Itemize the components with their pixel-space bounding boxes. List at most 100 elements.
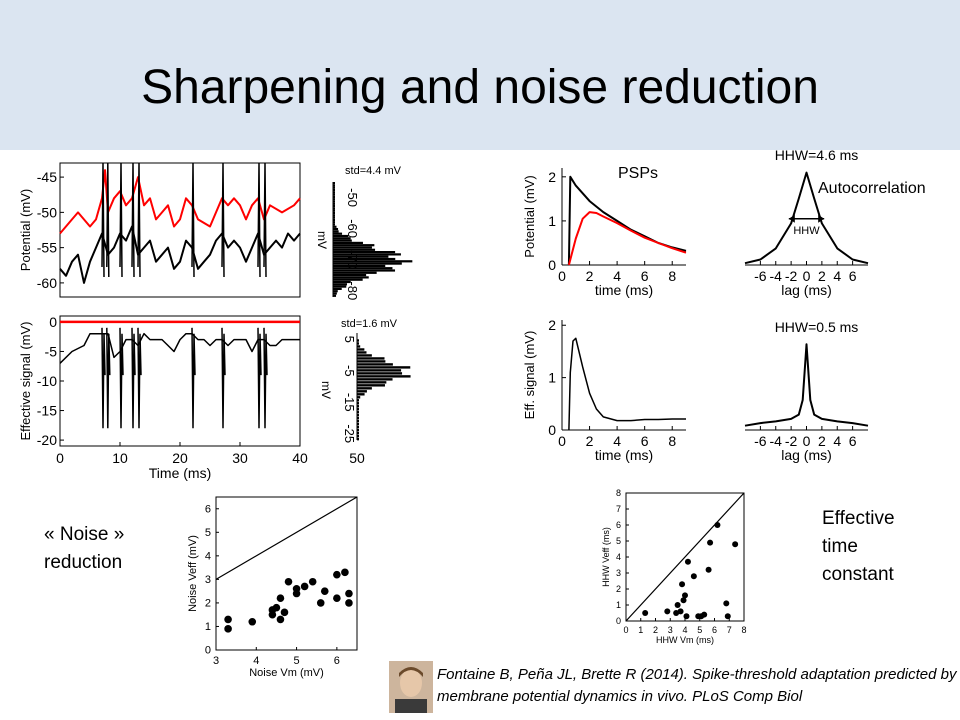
noise-scatter-xtick-label: 5 bbox=[294, 655, 300, 667]
panel-a-hist-bar bbox=[333, 230, 339, 233]
noise-scatter-point bbox=[276, 594, 285, 603]
panel-b-hist-bar bbox=[357, 375, 411, 378]
panel-b-spike bbox=[131, 327, 136, 429]
hhw-scatter-point bbox=[683, 613, 690, 620]
panel-b-hist-bar bbox=[357, 372, 403, 375]
autocorr1-panel-title: HHW=4.6 ms bbox=[775, 147, 859, 163]
panel-b-hist-bar bbox=[357, 423, 359, 426]
psps-panel-trace-0 bbox=[567, 175, 687, 266]
panel-a-hist-bar bbox=[333, 223, 335, 226]
panel-b-hist-bar bbox=[357, 437, 359, 441]
panel-b-hist-bar bbox=[357, 369, 402, 372]
psps-label: PSPs bbox=[618, 165, 659, 182]
panel-b-spike bbox=[119, 327, 124, 429]
panel-b-spike bbox=[137, 327, 142, 429]
panel-a-spike bbox=[137, 162, 141, 278]
noise-scatter-xtick-label: 4 bbox=[253, 655, 259, 667]
noise-scatter-point bbox=[292, 585, 301, 593]
noise-scatter-point bbox=[316, 599, 325, 607]
autocorr1-panel-trace-0 bbox=[744, 171, 869, 265]
panel-b-hist-bar bbox=[357, 399, 359, 402]
panel-a-ytick-label: -55 bbox=[37, 240, 57, 256]
hhw-scatter-xtick-label: 1 bbox=[638, 625, 643, 635]
panel-b-hist-xlabel: mV bbox=[319, 381, 333, 399]
hhw-scatter-ylabel: HHW Veff (ms) bbox=[601, 527, 611, 587]
panel-a-hist-bar bbox=[333, 237, 351, 240]
hhw-scatter-point bbox=[679, 581, 686, 588]
panel-a-spike bbox=[263, 162, 267, 278]
psps-panel-xtick-label: 8 bbox=[668, 268, 676, 284]
panel-b-hist-bar bbox=[357, 434, 359, 438]
panel-b-hist-bar bbox=[357, 408, 359, 411]
panel-b-hist-bar bbox=[357, 348, 365, 351]
panel-a-spike bbox=[191, 162, 195, 278]
panel-a-hist-bar bbox=[333, 269, 396, 272]
hhw-scatter-point bbox=[714, 522, 721, 528]
effpsp-panel-xtick-label: 0 bbox=[558, 433, 566, 449]
panel-a-hist-bar bbox=[333, 202, 335, 205]
hhw-scatter-xtick-label: 7 bbox=[727, 625, 732, 635]
panel-a-hist-bar bbox=[333, 232, 343, 235]
noise-scatter-ytick-label: 4 bbox=[205, 551, 211, 563]
effective-time-constant-label: Effective time constant bbox=[822, 508, 895, 585]
noise-scatter-diagonal bbox=[215, 496, 358, 580]
panel-a-hist-bar bbox=[333, 239, 352, 242]
psps-panel-xlabel: time (ms) bbox=[595, 282, 653, 298]
panel-a-ytick-label: -45 bbox=[37, 169, 57, 185]
hhw-scatter-point bbox=[674, 602, 681, 608]
hhw-scatter-point bbox=[664, 608, 671, 615]
psps-panel-xtick-label: 2 bbox=[586, 268, 594, 284]
autocorr2-panel-xtick-label: 0 bbox=[803, 433, 811, 449]
effpsp-panel-ytick-label: 2 bbox=[548, 317, 556, 333]
panel-a-hist-label: std=4.4 mV bbox=[345, 165, 402, 177]
hhw-scatter-point bbox=[690, 573, 697, 580]
noise-scatter-ytick-label: 0 bbox=[205, 645, 211, 657]
panel-b-spike bbox=[221, 327, 226, 429]
autocorr1-panel-xtick-label: -2 bbox=[785, 268, 798, 284]
autocorr2-panel-xtick-label: -2 bbox=[785, 433, 798, 449]
panel-b-xtick-label: 30 bbox=[232, 450, 248, 466]
noise-scatter-point bbox=[224, 625, 232, 633]
panel-a-ytick-label: -60 bbox=[37, 275, 57, 291]
panel-a-spike bbox=[119, 162, 123, 278]
autocorr1-panel-xlabel: lag (ms) bbox=[781, 282, 832, 298]
panel-a-hist-bar bbox=[333, 283, 347, 286]
hhw-scatter-ytick-label: 7 bbox=[616, 504, 621, 514]
panel-a-hist-bar bbox=[333, 241, 363, 244]
panel-a-hist-bar bbox=[333, 234, 349, 238]
autocorr1-panel-xtick-label: 6 bbox=[849, 268, 857, 284]
panel-b-spike bbox=[106, 327, 111, 429]
panel-b-hist-tick: -25 bbox=[342, 424, 357, 443]
panel-b-hist-bar bbox=[357, 357, 385, 360]
panel-a-hist-bar bbox=[333, 278, 363, 281]
effpsp-panel-xtick-label: 2 bbox=[586, 433, 594, 449]
psps-panel-trace-1 bbox=[567, 211, 687, 266]
panel-a-hist-bar bbox=[333, 274, 367, 277]
noise-scatter-xlabel: Noise Vm (mV) bbox=[249, 667, 324, 679]
panel-a-hist-bar bbox=[333, 218, 335, 221]
psps-panel-ytick-label: 2 bbox=[548, 169, 556, 185]
autocorr2-panel-xlabel: lag (ms) bbox=[781, 447, 832, 463]
psps-panel-xtick-label: 6 bbox=[641, 268, 649, 284]
panel-a-frame bbox=[59, 162, 301, 298]
hhw-scatter-point bbox=[707, 539, 714, 546]
noise-scatter-point bbox=[284, 577, 293, 586]
hhw-scatter-point bbox=[684, 558, 691, 565]
panel-a-hist-bar bbox=[333, 251, 396, 254]
panel-b-hist-bar bbox=[357, 381, 387, 384]
panel-a-ytick-label: -50 bbox=[37, 204, 57, 220]
effpsp-panel-ylabel: Eff. signal (mV) bbox=[522, 331, 537, 420]
panel-b-hist-tick: -15 bbox=[342, 393, 357, 412]
panel-a-hist-bar bbox=[333, 198, 335, 201]
hhw-scatter-xtick-label: 3 bbox=[668, 625, 673, 635]
panel-b-ytick-label: -5 bbox=[45, 343, 58, 359]
hhw-scatter-point bbox=[677, 608, 684, 615]
panel-b-xlabel: Time (ms) bbox=[149, 465, 211, 481]
panel-a-hist-bar bbox=[333, 184, 335, 187]
panel-a-hist-bar bbox=[333, 216, 335, 219]
hhw-scatter-point bbox=[701, 611, 708, 618]
panel-a-hist-bar bbox=[333, 186, 335, 189]
panel-a-hist-bar bbox=[333, 276, 369, 279]
panel-b-hist-bar bbox=[357, 428, 359, 432]
noise-scatter-point bbox=[248, 617, 257, 626]
